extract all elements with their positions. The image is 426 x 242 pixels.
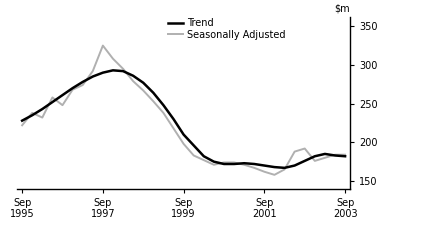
Trend xyxy=(251,163,256,166)
Trend xyxy=(29,114,35,117)
Trend xyxy=(181,133,186,136)
Trend xyxy=(170,118,176,121)
Trend xyxy=(241,162,246,165)
Trend xyxy=(100,71,105,74)
Seasonally Adjusted xyxy=(231,161,236,164)
Seasonally Adjusted xyxy=(100,44,105,47)
Seasonally Adjusted xyxy=(20,124,25,127)
Seasonally Adjusted xyxy=(170,127,176,130)
Seasonally Adjusted xyxy=(80,83,85,86)
Seasonally Adjusted xyxy=(332,153,337,156)
Seasonally Adjusted xyxy=(201,159,206,162)
Trend xyxy=(201,155,206,158)
Seasonally Adjusted xyxy=(241,163,246,166)
Seasonally Adjusted xyxy=(161,112,166,114)
Seasonally Adjusted xyxy=(211,163,216,166)
Seasonally Adjusted xyxy=(140,89,145,92)
Trend xyxy=(231,163,236,166)
Seasonally Adjusted xyxy=(221,161,226,164)
Trend xyxy=(332,154,337,157)
Seasonally Adjusted xyxy=(191,154,196,157)
Line: Trend: Trend xyxy=(22,70,344,168)
Seasonally Adjusted xyxy=(150,100,155,103)
Seasonally Adjusted xyxy=(281,168,286,171)
Trend xyxy=(140,81,145,84)
Trend xyxy=(311,155,317,158)
Seasonally Adjusted xyxy=(40,116,45,119)
Trend xyxy=(120,70,125,73)
Trend xyxy=(150,91,155,94)
Trend xyxy=(322,152,327,155)
Trend xyxy=(302,159,307,162)
Trend xyxy=(110,69,115,72)
Trend xyxy=(90,75,95,78)
Seasonally Adjusted xyxy=(251,166,256,169)
Seasonally Adjusted xyxy=(130,80,135,83)
Seasonally Adjusted xyxy=(302,147,307,150)
Trend xyxy=(60,94,65,97)
Trend xyxy=(70,87,75,90)
Trend xyxy=(130,74,135,77)
Trend xyxy=(261,164,266,167)
Trend xyxy=(342,155,347,158)
Seasonally Adjusted xyxy=(60,104,65,107)
Seasonally Adjusted xyxy=(181,143,186,145)
Legend: Trend, Seasonally Adjusted: Trend, Seasonally Adjusted xyxy=(168,18,285,40)
Trend xyxy=(211,160,216,163)
Trend xyxy=(161,104,166,107)
Trend xyxy=(80,81,85,83)
Seasonally Adjusted xyxy=(271,173,276,176)
Trend xyxy=(50,101,55,104)
Seasonally Adjusted xyxy=(291,150,296,153)
Seasonally Adjusted xyxy=(342,153,347,156)
Seasonally Adjusted xyxy=(50,96,55,99)
Seasonally Adjusted xyxy=(311,159,317,162)
Seasonally Adjusted xyxy=(261,170,266,173)
Trend xyxy=(40,108,45,111)
Trend xyxy=(20,119,25,122)
Line: Seasonally Adjusted: Seasonally Adjusted xyxy=(22,45,344,175)
Seasonally Adjusted xyxy=(90,70,95,73)
Seasonally Adjusted xyxy=(110,57,115,60)
Trend xyxy=(271,166,276,168)
Seasonally Adjusted xyxy=(70,88,75,91)
Trend xyxy=(191,144,196,147)
Seasonally Adjusted xyxy=(29,112,35,114)
Seasonally Adjusted xyxy=(322,156,327,159)
Text: $m: $m xyxy=(334,3,349,14)
Trend xyxy=(281,166,286,169)
Seasonally Adjusted xyxy=(120,67,125,70)
Trend xyxy=(221,163,226,166)
Trend xyxy=(291,164,296,167)
